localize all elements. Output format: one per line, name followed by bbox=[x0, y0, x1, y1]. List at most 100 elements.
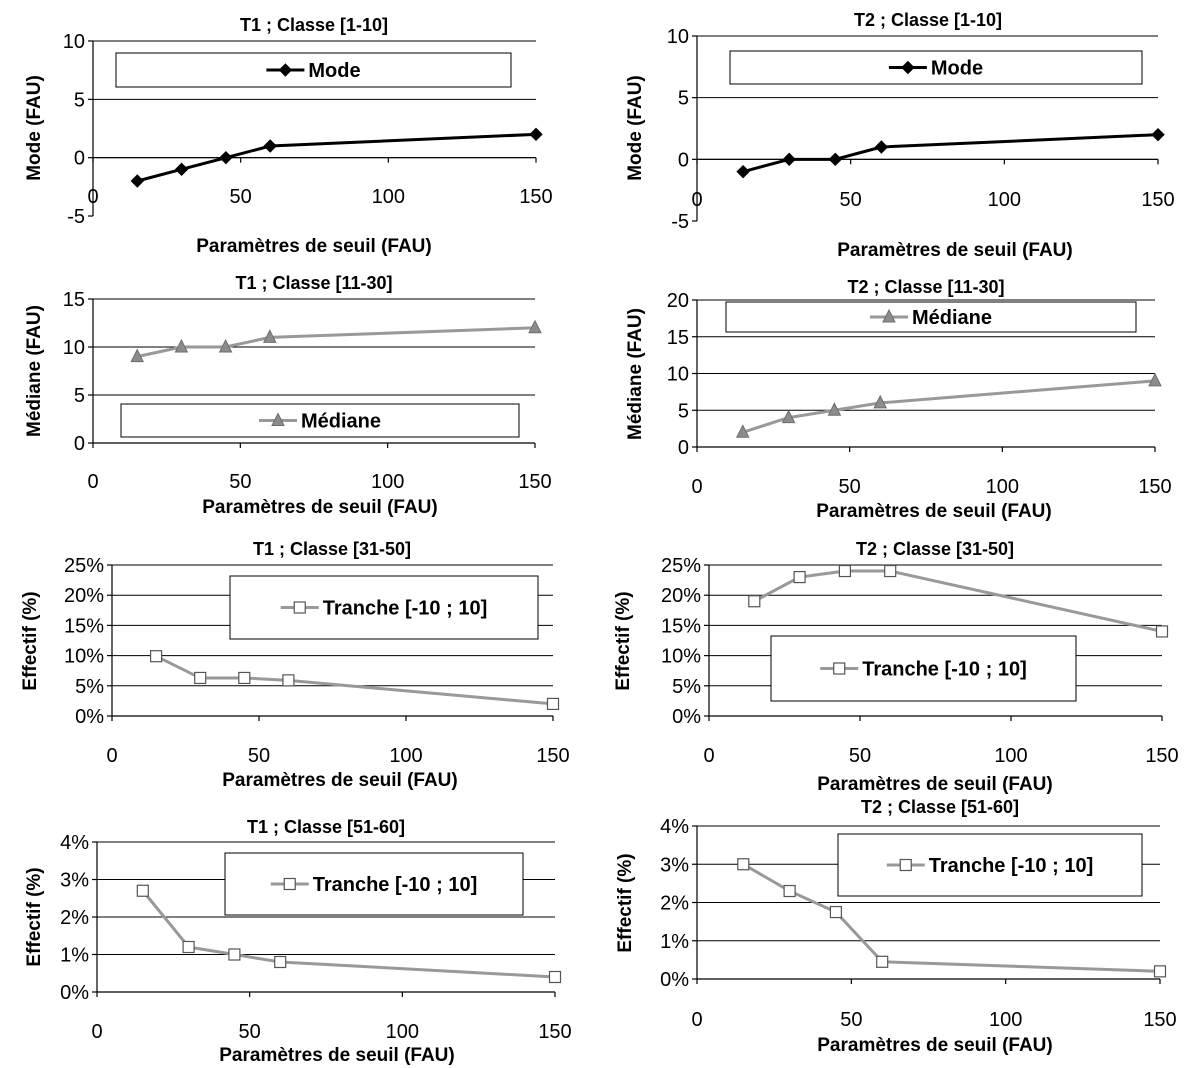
y-tick-label: 2% bbox=[660, 893, 689, 915]
x-tick-label: 150 bbox=[1138, 476, 1171, 498]
legend-label: Mode bbox=[931, 58, 983, 80]
y-tick-label: 15 bbox=[63, 289, 85, 311]
x-tick-label: 50 bbox=[839, 476, 861, 498]
y-tick-label: 10 bbox=[667, 364, 689, 386]
x-tick-label: 50 bbox=[239, 1021, 261, 1043]
series-line bbox=[742, 379, 1156, 434]
chart-5: 0% 5% 10% 15% 20% 25% 0 50 100 150 T1 ; Classe [31… bbox=[20, 539, 570, 791]
y-axis-label: Effectif (%) bbox=[613, 591, 634, 690]
y-tick-label: 3% bbox=[60, 870, 89, 892]
chart-7: 0% 1% 2% 3% 4% 0 50 100 150 T1 ; Classe [51-60] Pa… bbox=[24, 817, 572, 1066]
data-point bbox=[219, 150, 233, 165]
x-axis-label: Paramètres de seuil (FAU) bbox=[837, 240, 1072, 261]
data-point bbox=[783, 884, 796, 898]
x-tick-label: 100 bbox=[988, 189, 1021, 211]
x-tick-label: 100 bbox=[372, 186, 405, 208]
legend-label: Médiane bbox=[912, 307, 992, 329]
x-tick-label: 150 bbox=[1143, 1009, 1176, 1031]
series-line bbox=[753, 569, 1163, 633]
x-tick-label: 50 bbox=[840, 189, 862, 211]
data-point bbox=[782, 152, 796, 167]
data-point bbox=[793, 570, 806, 584]
data-point bbox=[262, 329, 277, 343]
legend-box bbox=[729, 50, 1143, 85]
legend-box bbox=[120, 403, 520, 438]
x-tick-label: 100 bbox=[986, 476, 1019, 498]
y-tick-label: 2% bbox=[60, 907, 89, 929]
chart-title: T1 ; Classe [51-60] bbox=[247, 817, 405, 837]
y-axis-label: Effectif (%) bbox=[24, 867, 45, 966]
y-tick-label: 15 bbox=[667, 327, 689, 349]
legend: Tranche [-10 ; 10] bbox=[837, 833, 1143, 897]
y-tick-label: 10% bbox=[661, 646, 701, 668]
legend-marker bbox=[901, 60, 915, 75]
legend-label: Tranche [-10 ; 10] bbox=[323, 598, 488, 620]
y-tick-label: 10% bbox=[64, 646, 104, 668]
x-tick-label: 100 bbox=[386, 1021, 419, 1043]
chart-6: 0% 5% 10% 15% 20% 25% 0 50 100 150 T2 ; Classe [31… bbox=[613, 539, 1179, 795]
legend-marker bbox=[278, 63, 293, 77]
y-tick-label: 1% bbox=[60, 945, 89, 967]
series-line bbox=[136, 326, 536, 359]
legend-marker bbox=[293, 601, 306, 614]
data-point bbox=[1155, 625, 1169, 638]
legend-label: Médiane bbox=[301, 411, 381, 433]
x-axis-label: Paramètres de seuil (FAU) bbox=[817, 774, 1052, 795]
series-line bbox=[742, 133, 1159, 174]
y-tick-label: 0 bbox=[74, 148, 85, 170]
legend-marker bbox=[882, 308, 896, 323]
data-point bbox=[1153, 965, 1167, 978]
chart-4: 0 5 10 15 20 0 50 100 150 T2 ; Classe [11-30] Para… bbox=[625, 277, 1172, 522]
data-point bbox=[748, 595, 761, 608]
x-tick-label: 0 bbox=[87, 186, 98, 208]
y-tick-label: 0% bbox=[660, 969, 689, 991]
data-point bbox=[873, 394, 888, 409]
y-tick-label: 10 bbox=[63, 31, 85, 53]
legend: Mode bbox=[115, 52, 512, 88]
data-point bbox=[737, 858, 750, 871]
chart-title: T1 ; Classe [1-10] bbox=[240, 15, 388, 35]
data-point bbox=[827, 402, 842, 416]
chart-title: T2 ; Classe [11-30] bbox=[847, 277, 1004, 297]
data-point bbox=[130, 348, 145, 363]
x-tick-label: 100 bbox=[989, 1009, 1022, 1031]
y-tick-label: 5 bbox=[678, 400, 689, 422]
data-point bbox=[136, 884, 149, 897]
legend-box bbox=[725, 301, 1137, 333]
x-tick-label: 0 bbox=[106, 745, 117, 767]
data-point bbox=[829, 905, 843, 919]
legend-marker bbox=[899, 858, 912, 872]
y-axis-label: Effectif (%) bbox=[20, 591, 41, 690]
x-tick-label: 150 bbox=[1141, 189, 1174, 211]
data-point bbox=[1148, 372, 1162, 387]
legend: Tranche [-10 ; 10] bbox=[229, 575, 539, 640]
y-tick-label: 10 bbox=[667, 26, 689, 48]
x-tick-label: 50 bbox=[840, 1009, 862, 1031]
data-point bbox=[529, 127, 543, 142]
data-point bbox=[781, 409, 796, 424]
data-point bbox=[228, 948, 241, 961]
y-tick-label: 1% bbox=[660, 931, 689, 953]
x-tick-label: 0 bbox=[703, 745, 714, 767]
data-point bbox=[546, 697, 560, 711]
y-axis-label: Médiane (FAU) bbox=[625, 308, 646, 440]
legend-label: Tranche [-10 ; 10] bbox=[929, 855, 1094, 877]
x-tick-label: 150 bbox=[518, 471, 551, 493]
data-point bbox=[735, 424, 750, 438]
data-point bbox=[274, 955, 287, 969]
y-tick-label: -5 bbox=[671, 211, 689, 233]
y-axis-label: Effectif (%) bbox=[615, 853, 636, 952]
y-tick-label: 20% bbox=[661, 585, 701, 607]
x-tick-label: 50 bbox=[229, 471, 251, 493]
data-point bbox=[263, 139, 277, 153]
data-point bbox=[876, 955, 889, 968]
x-tick-label: 0 bbox=[691, 189, 702, 211]
y-tick-label: 25% bbox=[661, 555, 701, 577]
data-point bbox=[736, 164, 750, 179]
legend: Mode bbox=[729, 50, 1143, 85]
y-tick-label: 15% bbox=[64, 615, 104, 637]
